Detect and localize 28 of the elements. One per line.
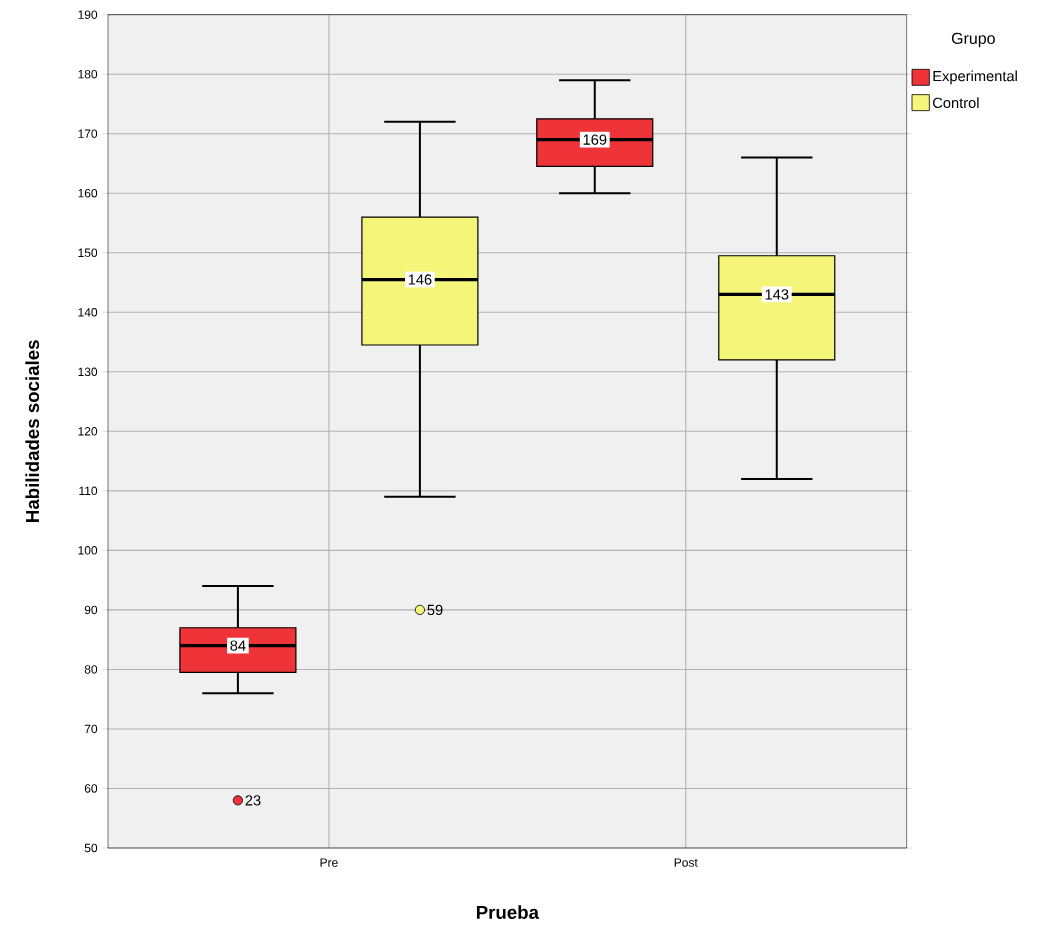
y-tick-label: 100	[78, 546, 98, 555]
legend-title: Grupo	[951, 32, 995, 48]
x-tick-label: Pre	[320, 858, 338, 867]
y-tick-label: 140	[78, 308, 98, 317]
text: 84	[230, 640, 246, 651]
y-tick-label: 120	[78, 427, 98, 436]
text: 143	[765, 289, 789, 300]
y-tick-label: 90	[84, 605, 98, 615]
y-tick-label: 110	[79, 486, 98, 496]
y-tick-label: 150	[78, 248, 98, 258]
y-tick-label: 190	[78, 10, 98, 19]
annotation: 23	[245, 795, 261, 806]
y-tick-label: 170	[78, 129, 98, 138]
annotation: 59	[427, 604, 443, 616]
y-tick-label: 180	[78, 69, 98, 79]
y-tick-label: 130	[78, 367, 98, 377]
legend-label: Control	[933, 97, 979, 109]
x-tick-label: Post	[674, 858, 698, 867]
y-tick-label: 70	[84, 724, 98, 734]
legend-label: Experimental	[933, 70, 1017, 85]
y-axis-title: Habilidades sociales	[25, 340, 40, 522]
x-axis-title: Prueba	[476, 905, 540, 919]
y-tick-label: 60	[84, 784, 98, 793]
y-tick-label: 160	[78, 188, 98, 198]
text: 146	[408, 274, 432, 285]
text: 169	[583, 134, 607, 145]
y-tick-label: 50	[84, 843, 98, 853]
y-tick-label: 80	[84, 665, 98, 674]
